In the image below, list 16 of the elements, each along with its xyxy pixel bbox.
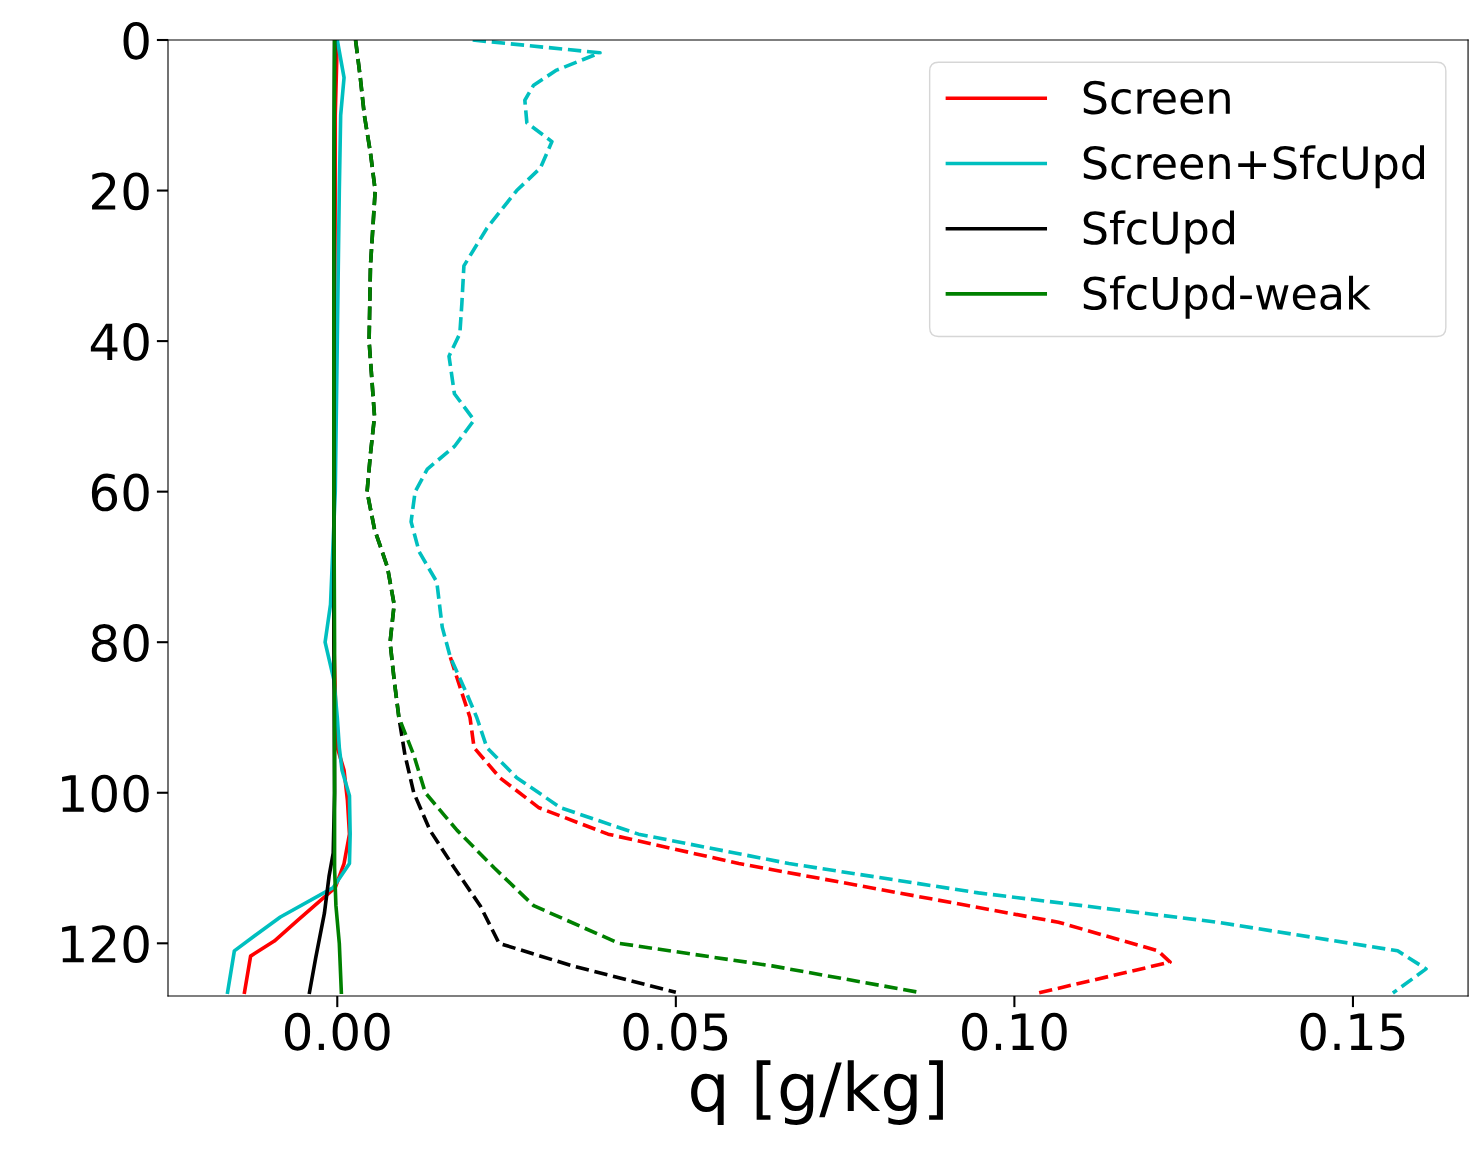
x-tick-label: 0.15 xyxy=(1300,1012,1405,1051)
x-tick-label: 0.10 xyxy=(962,1012,1067,1051)
y-tick-label: 20 xyxy=(92,172,149,211)
y-tick-label: 100 xyxy=(62,774,149,813)
x-axis-title: q [g/kg] xyxy=(691,1060,943,1125)
y-tick-label: 40 xyxy=(90,322,149,361)
y-tick-label: 80 xyxy=(91,624,149,662)
y-tick-label: 60 xyxy=(91,473,149,512)
y-tick-label: 0 xyxy=(123,21,149,60)
x-tick-label: 0.05 xyxy=(623,1012,728,1051)
legend-label: SfcUpd-weak xyxy=(1083,275,1371,319)
y-tick-label: 120 xyxy=(62,925,149,964)
x-tick-label: 0.00 xyxy=(284,1012,390,1051)
legend-label: Screen+SfcUpd xyxy=(1083,145,1424,189)
legend-label: SfcUpd xyxy=(1083,210,1234,254)
legend-label: Screen xyxy=(1083,80,1230,115)
